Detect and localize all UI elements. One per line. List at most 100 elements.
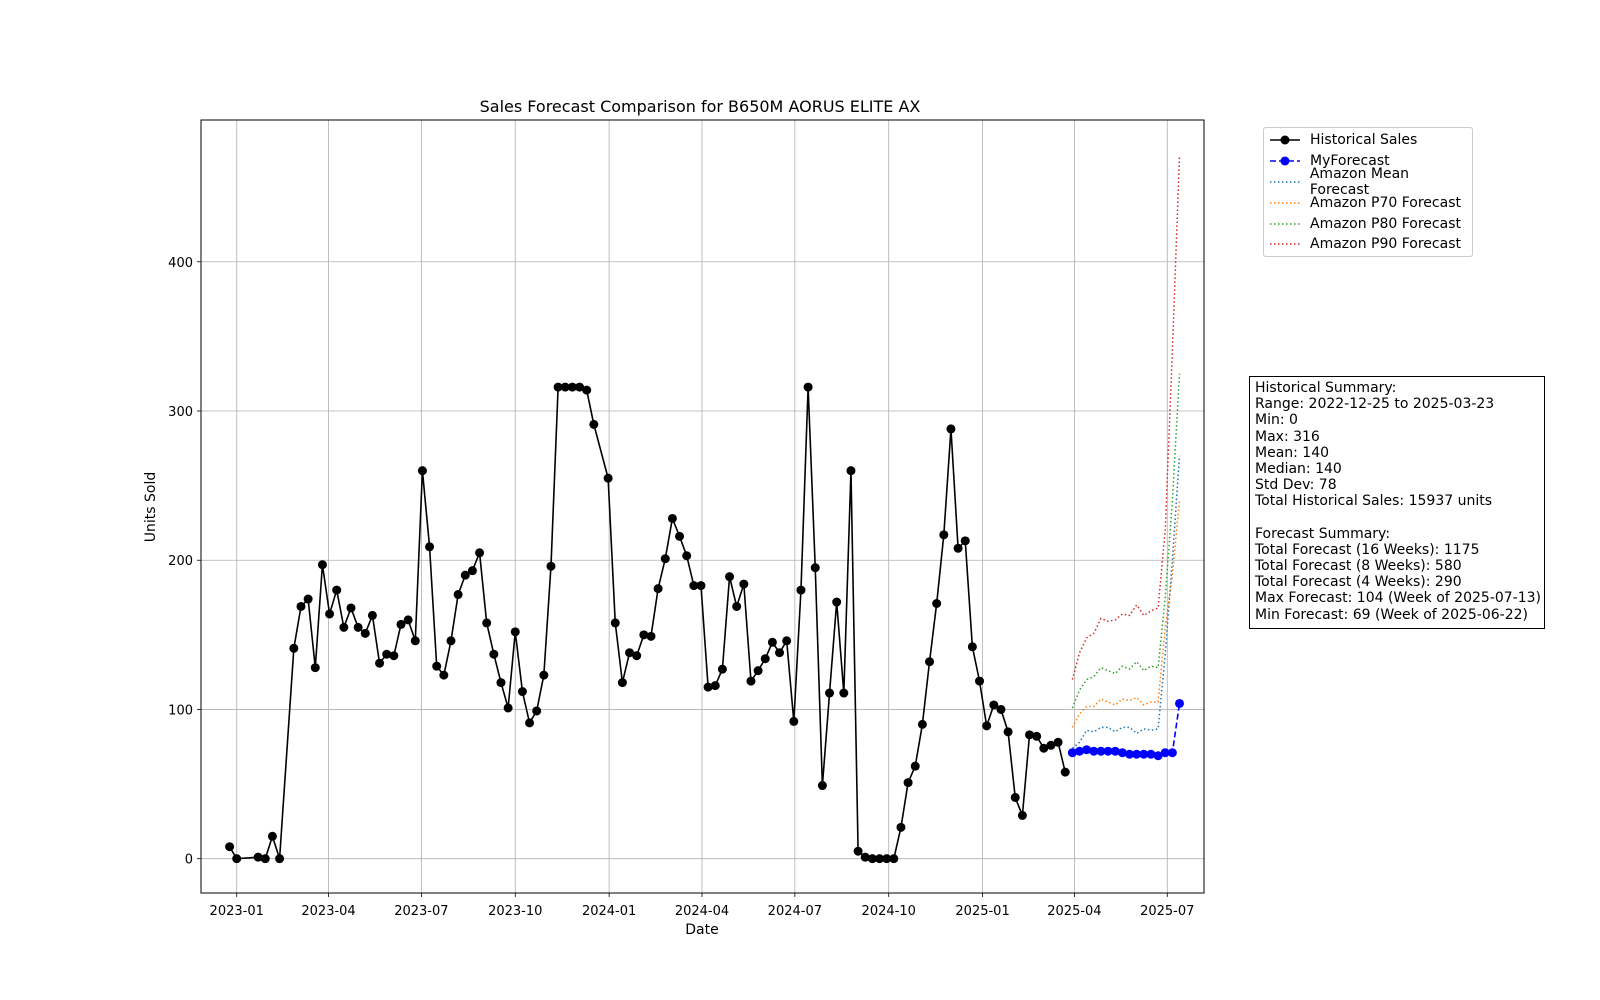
summary-line: Std Dev: 78 — [1255, 477, 1337, 494]
historical-point — [1010, 792, 1020, 802]
historical-point — [525, 718, 535, 728]
x-tick-label: 2025-04 — [1047, 904, 1101, 919]
historical-point — [825, 688, 835, 698]
myforecast-point — [1160, 748, 1170, 758]
legend-item: Amazon Mean Forecast — [1264, 166, 1472, 198]
summary-line: Forecast Summary: — [1255, 525, 1391, 542]
historical-point — [810, 563, 820, 573]
legend-item: Amazon P70 Forecast — [1264, 192, 1472, 213]
historical-point — [1017, 810, 1027, 820]
historical-point — [653, 584, 663, 594]
historical-point — [1060, 767, 1070, 777]
historical-point — [253, 852, 263, 862]
historical-point — [496, 678, 506, 688]
historical-point — [639, 630, 649, 640]
historical-point — [467, 566, 477, 576]
historical-point — [875, 854, 885, 864]
historical-point — [439, 670, 449, 680]
x-tick-label: 2023-10 — [488, 904, 542, 919]
historical-point — [675, 531, 685, 541]
historical-point — [910, 761, 920, 771]
historical-point — [489, 649, 499, 659]
y-tick-label: 200 — [168, 554, 193, 569]
summary-line: Total Forecast (8 Weeks): 580 — [1255, 558, 1462, 575]
legend-label: Amazon Mean Forecast — [1309, 166, 1410, 198]
historical-point — [903, 778, 913, 788]
myforecast-point — [1110, 746, 1120, 756]
historical-point — [546, 561, 556, 571]
historical-point — [696, 581, 706, 591]
summary-line — [1255, 510, 1539, 526]
historical-point — [410, 636, 420, 646]
historical-point — [717, 664, 727, 674]
historical-point — [1025, 730, 1035, 740]
historical-point — [353, 622, 363, 632]
legend-item: Amazon P90 Forecast — [1264, 234, 1472, 255]
historical-point — [660, 554, 670, 564]
historical-point — [560, 382, 570, 392]
historical-point — [725, 572, 735, 582]
historical-point — [767, 637, 777, 647]
legend-swatch — [1270, 181, 1300, 183]
historical-point — [975, 676, 985, 686]
historical-point — [532, 706, 542, 716]
historical-point — [389, 651, 399, 661]
chart-title: Sales Forecast Comparison for B650M AORU… — [480, 97, 921, 116]
historical-point — [732, 601, 742, 611]
myforecast-point — [1146, 749, 1156, 759]
x-tick-label: 2025-01 — [955, 904, 1009, 919]
myforecast-point — [1125, 749, 1135, 759]
historical-point — [332, 585, 342, 595]
historical-point — [603, 473, 613, 483]
historical-point — [989, 700, 999, 710]
myforecast-point — [1082, 745, 1092, 755]
historical-point — [632, 651, 642, 661]
historical-point — [996, 704, 1006, 714]
historical-point — [610, 618, 620, 628]
x-tick-label: 2024-07 — [768, 904, 822, 919]
historical-point — [475, 548, 485, 558]
historical-point — [689, 581, 699, 591]
series-layer — [225, 155, 1185, 864]
legend-label: Amazon P70 Forecast — [1310, 194, 1461, 211]
historical-point — [739, 579, 749, 589]
historical-point — [617, 678, 627, 688]
historical-point — [925, 657, 935, 667]
historical-point — [803, 382, 813, 392]
historical-point — [960, 536, 970, 546]
historical-point — [296, 601, 306, 611]
historical-point — [710, 681, 720, 691]
historical-point — [832, 597, 842, 607]
y-tick-label: 0 — [185, 853, 193, 868]
historical-point — [360, 628, 370, 638]
legend-label: MyForecast — [1310, 153, 1390, 170]
historical-point — [317, 560, 327, 570]
myforecast-point — [1132, 749, 1142, 759]
historical-point — [417, 466, 427, 476]
y-axis-label: Units Sold — [143, 472, 159, 542]
x-tick-label: 2025-07 — [1140, 904, 1194, 919]
myforecast-point — [1089, 746, 1099, 756]
summary-line: Min: 0 — [1255, 412, 1298, 429]
summary-annotation: Historical Summary: Range: 2022-12-25 to … — [1249, 376, 1545, 629]
series-line-amazon-p90-forecast — [1071, 155, 1181, 680]
historical-point — [1039, 743, 1049, 753]
historical-point — [346, 603, 356, 613]
y-tick-label: 300 — [168, 405, 193, 420]
historical-point — [817, 781, 827, 791]
historical-point — [896, 822, 906, 832]
myforecast-point — [1167, 748, 1177, 758]
summary-line: Median: 140 — [1255, 460, 1342, 477]
historical-point — [753, 666, 763, 676]
legend-item: Historical Sales — [1264, 130, 1472, 151]
historical-point — [682, 551, 692, 561]
summary-line: Mean: 140 — [1255, 444, 1330, 461]
legend-swatch — [1270, 222, 1300, 225]
historical-point — [375, 658, 385, 668]
historical-point — [446, 636, 456, 646]
historical-point — [403, 615, 413, 625]
historical-point — [267, 831, 277, 841]
summary-line: Historical Summary: — [1255, 380, 1397, 396]
historical-point — [625, 648, 635, 658]
